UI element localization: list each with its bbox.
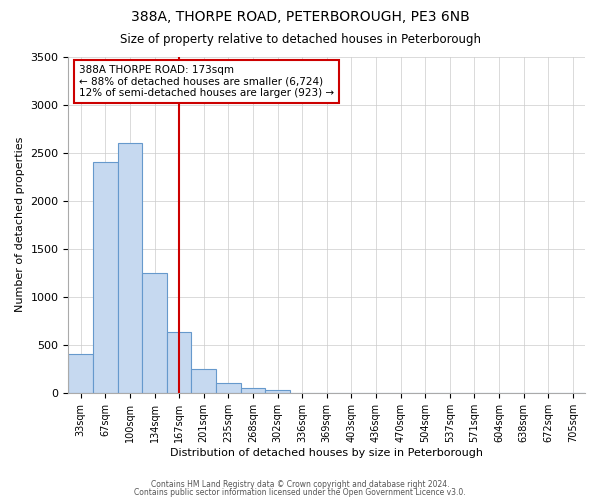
Text: Contains public sector information licensed under the Open Government Licence v3: Contains public sector information licen…	[134, 488, 466, 497]
Text: 388A THORPE ROAD: 173sqm
← 88% of detached houses are smaller (6,724)
12% of sem: 388A THORPE ROAD: 173sqm ← 88% of detach…	[79, 65, 334, 98]
Text: 388A, THORPE ROAD, PETERBOROUGH, PE3 6NB: 388A, THORPE ROAD, PETERBOROUGH, PE3 6NB	[131, 10, 469, 24]
Y-axis label: Number of detached properties: Number of detached properties	[15, 137, 25, 312]
Bar	[68, 354, 93, 393]
Bar	[93, 162, 118, 393]
Bar	[118, 143, 142, 393]
Text: Size of property relative to detached houses in Peterborough: Size of property relative to detached ho…	[119, 32, 481, 46]
Bar	[241, 388, 265, 393]
Bar	[167, 332, 191, 393]
Text: Contains HM Land Registry data © Crown copyright and database right 2024.: Contains HM Land Registry data © Crown c…	[151, 480, 449, 489]
X-axis label: Distribution of detached houses by size in Peterborough: Distribution of detached houses by size …	[170, 448, 483, 458]
Bar	[191, 369, 216, 393]
Bar	[265, 390, 290, 393]
Bar	[216, 383, 241, 393]
Bar	[142, 272, 167, 393]
